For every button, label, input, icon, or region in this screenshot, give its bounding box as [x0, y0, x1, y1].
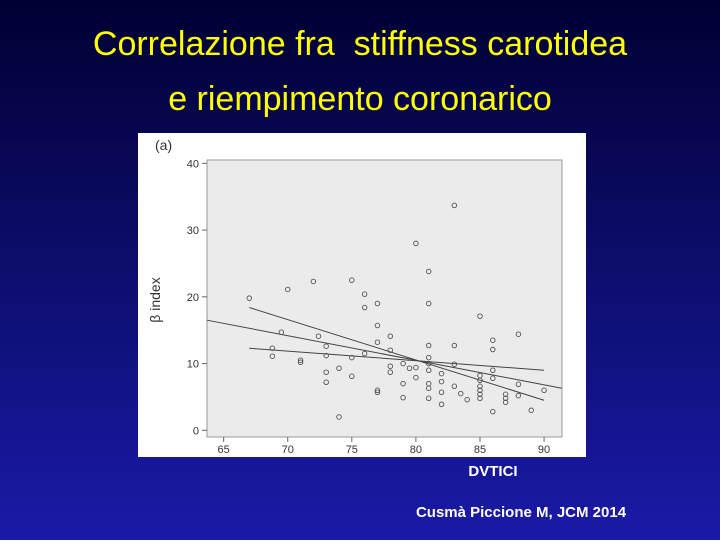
point — [490, 337, 496, 343]
point — [464, 396, 470, 403]
title-line: Correlazione fra stiffness carotidea — [93, 25, 627, 63]
title-line: e riempimento coronarico — [168, 80, 552, 118]
point — [438, 378, 445, 385]
y-tick-label: 0 — [193, 425, 199, 437]
point — [374, 339, 381, 345]
point — [336, 414, 342, 420]
point — [323, 352, 329, 359]
point — [438, 370, 445, 377]
point — [406, 365, 413, 372]
x-tick-label: 90 — [538, 444, 550, 456]
point — [374, 322, 381, 329]
x-tick-label: 65 — [218, 444, 230, 456]
point — [477, 395, 483, 402]
point — [451, 361, 458, 367]
point — [349, 277, 355, 283]
point — [400, 394, 406, 401]
y-tick-label: 10 — [187, 359, 199, 371]
point — [477, 377, 483, 384]
point — [451, 383, 458, 390]
point — [361, 350, 368, 357]
point — [528, 407, 534, 414]
point — [425, 385, 432, 392]
point — [349, 373, 355, 380]
point — [490, 408, 496, 415]
point — [458, 390, 464, 397]
point — [477, 383, 483, 390]
point — [490, 346, 496, 353]
point — [361, 304, 368, 311]
point — [387, 347, 394, 353]
plot-area — [206, 159, 563, 438]
x-tick-label: 70 — [282, 444, 294, 456]
x-tick-label: 80 — [410, 444, 422, 456]
point — [387, 363, 394, 369]
point — [284, 286, 291, 293]
x-tick-label: 85 — [474, 444, 486, 456]
point — [438, 401, 445, 408]
fit-line — [206, 319, 563, 389]
point — [413, 374, 419, 381]
fit-line — [249, 347, 545, 371]
point — [413, 240, 419, 247]
point — [451, 342, 458, 349]
point — [400, 360, 406, 367]
point — [246, 295, 253, 301]
point — [541, 387, 547, 394]
point — [477, 391, 483, 398]
point — [297, 357, 304, 363]
point — [425, 360, 432, 367]
y-axis-label: β index — [147, 277, 163, 322]
point — [297, 359, 304, 365]
caption: Cusmà Piccione M, JCM 2014 — [416, 504, 627, 521]
point — [269, 345, 276, 351]
point — [515, 331, 522, 337]
fit-line — [249, 307, 545, 401]
point — [336, 365, 342, 372]
point — [425, 395, 432, 402]
point — [477, 387, 483, 394]
point — [278, 329, 285, 335]
point — [515, 392, 522, 399]
point — [425, 367, 432, 374]
x-axis-label: DVTICI — [468, 463, 517, 480]
point — [361, 291, 368, 297]
point — [425, 342, 432, 349]
point — [502, 395, 509, 402]
point — [374, 300, 381, 307]
point — [315, 333, 322, 339]
point — [477, 313, 483, 319]
point — [438, 389, 445, 396]
point — [387, 333, 394, 339]
point — [425, 300, 432, 307]
point — [374, 389, 381, 396]
point — [451, 202, 458, 209]
point — [490, 375, 496, 382]
y-tick-label: 20 — [187, 292, 199, 304]
y-tick-label: 30 — [187, 225, 199, 237]
point — [502, 391, 509, 398]
point — [323, 343, 329, 349]
point — [349, 354, 355, 361]
y-tick-label: 40 — [187, 158, 199, 170]
point — [323, 379, 329, 386]
panel-label: (a) — [155, 137, 172, 153]
point — [323, 369, 329, 376]
point — [269, 353, 276, 359]
point — [515, 381, 522, 388]
point — [425, 268, 432, 275]
point — [310, 278, 317, 285]
point — [413, 364, 419, 371]
point — [425, 354, 432, 361]
point — [490, 367, 496, 374]
point — [502, 399, 509, 406]
point — [400, 380, 406, 387]
x-tick-label: 75 — [346, 444, 358, 456]
point — [387, 369, 394, 376]
point — [374, 387, 381, 394]
